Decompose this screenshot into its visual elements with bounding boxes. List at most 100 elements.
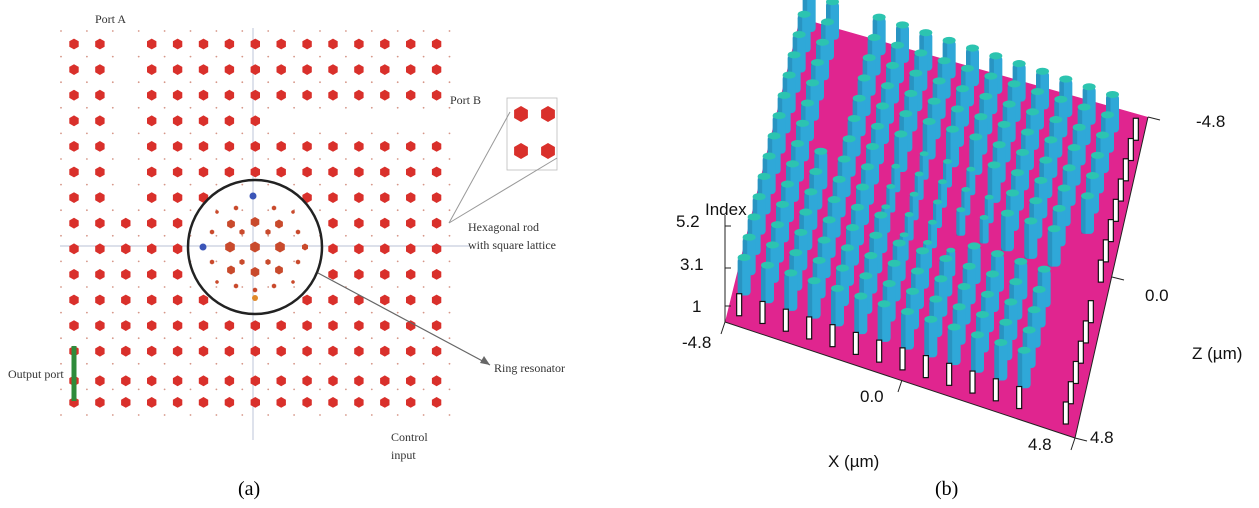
hexagonal-rod	[276, 141, 286, 152]
lattice-dot	[293, 414, 295, 416]
hexagonal-rod	[224, 320, 235, 331]
port-b-label: Port B	[450, 93, 482, 107]
hexagonal-rod	[354, 166, 364, 178]
lattice-dot	[163, 362, 166, 365]
lattice-dot	[137, 311, 140, 314]
index-rod-top	[1012, 60, 1026, 68]
lattice-dot	[111, 414, 114, 416]
lattice-dot	[137, 106, 140, 109]
hexagonal-rod	[224, 89, 235, 101]
hexagonal-rod	[147, 320, 157, 331]
lattice-dot	[319, 414, 321, 416]
lattice-dot	[163, 106, 166, 109]
hexagonal-rod	[406, 294, 416, 306]
front-rod	[1117, 178, 1124, 202]
hexagonal-rod	[302, 89, 312, 101]
hexagonal-rod	[302, 294, 312, 306]
lattice-dot	[422, 55, 425, 58]
index-rod-top	[1034, 176, 1048, 184]
index-rod-top	[1049, 116, 1063, 124]
index-rod-top	[762, 152, 776, 160]
hexagonal-rod	[380, 89, 390, 101]
lattice-dot	[111, 311, 114, 314]
index-tick-low: 1	[692, 297, 702, 316]
index-rod-top	[992, 141, 1006, 149]
lattice-dot	[215, 132, 218, 135]
lattice-dot	[422, 234, 425, 237]
lattice-dot	[86, 81, 88, 84]
index-rod-top	[1004, 298, 1018, 306]
resonator-rod	[227, 265, 235, 275]
lattice-dot	[215, 260, 218, 263]
zoomed-hexagon	[541, 106, 555, 122]
lattice-dot	[370, 311, 373, 314]
index-rod-top	[794, 228, 808, 236]
hexagonal-rod	[406, 243, 416, 255]
lattice-dot	[396, 286, 399, 288]
index-rod-top	[771, 221, 784, 229]
hexagonal-rod	[147, 294, 157, 306]
hexagonal-rod	[172, 166, 183, 178]
index-rod-top	[847, 114, 861, 123]
lattice-dot	[86, 209, 88, 212]
lattice-dot	[137, 30, 140, 32]
index-rod-top	[899, 110, 913, 118]
index-rod-top	[943, 158, 952, 164]
lattice-dot	[293, 132, 295, 135]
index-rod-shade	[994, 342, 999, 381]
index-rod-top	[979, 214, 989, 220]
hexagonal-rod	[250, 89, 260, 101]
hexagonal-rod	[328, 89, 338, 101]
hexagonal-rod	[328, 345, 338, 357]
hexagonal-rod	[406, 269, 416, 280]
lattice-dot	[370, 106, 373, 109]
lattice-dot	[86, 234, 88, 237]
lattice-dot	[422, 81, 425, 84]
index-rod-top	[761, 261, 774, 269]
index-rod-shade	[979, 217, 983, 244]
hexagonal-rod	[147, 38, 157, 50]
lattice-dot	[345, 388, 347, 391]
front-rod	[1122, 158, 1129, 182]
resonator-rod	[250, 241, 260, 253]
index-rod-top	[797, 10, 811, 18]
lattice-dot	[215, 81, 218, 84]
lattice-dot	[448, 362, 451, 365]
index-rod-top	[792, 30, 806, 39]
resonator-rod	[215, 280, 219, 284]
index-rod-top	[956, 85, 969, 93]
index-rod-top	[1006, 189, 1019, 197]
index-rod-top	[877, 300, 891, 308]
index-rod-top	[854, 292, 868, 300]
index-axis-label: Index	[705, 200, 747, 219]
front-rod	[1072, 360, 1079, 385]
lattice-dot	[370, 81, 373, 84]
index-rod-top	[864, 252, 878, 260]
hexagonal-rod	[380, 217, 390, 229]
index-rod-shade	[1081, 195, 1086, 234]
index-rod-shade	[761, 265, 766, 304]
front-rod	[759, 300, 766, 325]
index-rod-top	[812, 256, 826, 264]
hexagonal-rod	[147, 64, 157, 75]
hexagonal-rod	[172, 38, 183, 50]
lattice-dot	[370, 337, 373, 340]
lattice-dot	[189, 81, 192, 84]
lattice-dot	[293, 311, 295, 314]
hexagonal-rod	[121, 243, 131, 255]
lattice-dot	[345, 183, 347, 186]
index-rod-top	[922, 117, 936, 126]
lattice-dot	[396, 234, 399, 237]
index-rod-top	[842, 135, 856, 143]
lattice-dot	[422, 158, 425, 160]
index-rod-shade	[961, 189, 965, 216]
zoomed-hexagon	[514, 106, 528, 122]
hexagonal-rod	[95, 294, 105, 306]
index-rod	[969, 136, 983, 175]
resonator-rod	[275, 241, 285, 253]
index-rod-top	[1057, 184, 1071, 192]
hexagonal-rod	[354, 217, 364, 229]
index-rod-top	[937, 57, 951, 65]
hexagonal-rod	[276, 345, 286, 357]
lattice-dot	[111, 30, 114, 32]
